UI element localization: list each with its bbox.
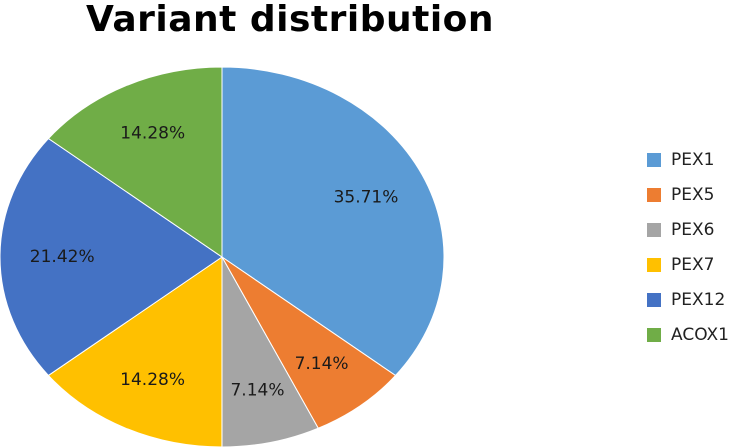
pie-slice-pex7 bbox=[47, 256, 223, 448]
data-label-pex7: 14.28% bbox=[120, 370, 185, 390]
legend-swatch bbox=[647, 292, 661, 307]
legend-label: PEX7 bbox=[671, 254, 715, 275]
pie-slice-pex1 bbox=[221, 66, 445, 377]
legend-item-pex12: PEX12 bbox=[647, 282, 729, 317]
pie-slice-pex5 bbox=[221, 256, 397, 429]
pie-slices bbox=[0, 66, 445, 448]
pie-slice-acox1 bbox=[47, 66, 223, 258]
data-label-pex1: 35.71% bbox=[334, 188, 399, 208]
legend-item-pex7: PEX7 bbox=[647, 247, 729, 282]
data-label-pex5: 7.14% bbox=[295, 354, 349, 374]
legend-item-pex1: PEX1 bbox=[647, 142, 729, 177]
data-label-acox1: 14.28% bbox=[120, 124, 185, 144]
pie-slice-pex6 bbox=[221, 255, 319, 448]
legend-item-acox1: ACOX1 bbox=[647, 317, 729, 352]
pie-slice-pex12 bbox=[0, 137, 223, 377]
chart-title: Variant distribution bbox=[85, 0, 495, 40]
legend-label: PEX12 bbox=[671, 289, 726, 310]
data-label-pex12: 21.42% bbox=[30, 247, 95, 267]
legend-label: PEX5 bbox=[671, 184, 715, 205]
legend: PEX1 PEX5 PEX6 PEX7 PEX12 ACOX1 bbox=[647, 142, 729, 352]
legend-label: PEX1 bbox=[671, 149, 715, 170]
data-label-pex6: 7.14% bbox=[230, 380, 284, 400]
legend-item-pex5: PEX5 bbox=[647, 177, 729, 212]
legend-swatch bbox=[647, 327, 661, 342]
legend-label: ACOX1 bbox=[671, 324, 729, 345]
legend-label: PEX6 bbox=[671, 219, 715, 240]
legend-swatch bbox=[647, 222, 661, 237]
legend-swatch bbox=[647, 257, 661, 272]
pie-data-labels: 35.71% 7.14% 7.14% 14.28% 21.42% 14.28% bbox=[30, 124, 399, 401]
legend-swatch bbox=[647, 152, 661, 167]
legend-item-pex6: PEX6 bbox=[647, 212, 729, 247]
legend-swatch bbox=[647, 187, 661, 202]
